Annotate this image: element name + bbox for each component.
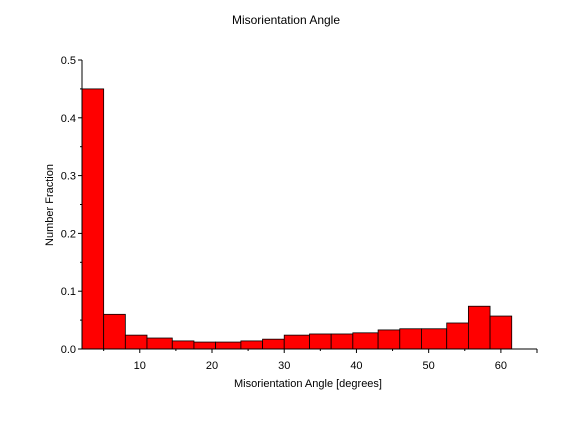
x-tick-label: 50 [423, 360, 435, 372]
x-tick-label: 30 [278, 360, 290, 372]
x-tick-label: 20 [206, 360, 218, 372]
histogram-bar-11 [330, 333, 354, 350]
x-tick-label: 60 [495, 360, 507, 372]
y-axis-label: Number Fraction [44, 164, 56, 246]
histogram-bar-5 [193, 341, 217, 350]
y-tick-label: 0.1 [61, 286, 76, 298]
x-axis-label: Misorientation Angle [degrees] [234, 378, 382, 390]
histogram-bar-8 [262, 338, 285, 350]
y-tick-label: 0.4 [61, 113, 76, 125]
histogram-bar-17 [467, 305, 491, 350]
histogram-bar-14 [399, 328, 422, 350]
histogram-bar-2 [124, 334, 148, 350]
x-tick-label: 40 [350, 360, 362, 372]
histogram-bar-6 [215, 341, 242, 350]
x-tick-label: 10 [134, 360, 146, 372]
bars-group [81, 88, 513, 350]
histogram-bar-15 [421, 328, 448, 350]
histogram-bar-12 [352, 332, 379, 350]
y-tick-label: 0.0 [61, 344, 76, 356]
histogram-bar-18 [489, 315, 513, 350]
axes-group: 0.0 0.1 0.2 0.3 0.4 0.5 10 20 30 40 50 60 [61, 55, 538, 372]
histogram-bar-9 [283, 334, 310, 350]
histogram-bar-13 [377, 329, 401, 350]
histogram-bar-0 [81, 88, 105, 350]
histogram-bar-10 [309, 333, 332, 350]
y-tick-label: 0.3 [61, 171, 76, 183]
histogram-bar-4 [171, 340, 195, 350]
histogram-bar-3 [146, 337, 173, 350]
y-tick-label: 0.2 [61, 228, 76, 240]
histogram-bar-1 [103, 313, 126, 350]
histogram-bar-7 [240, 340, 263, 350]
histogram-bar-16 [446, 322, 469, 350]
chart-title: Misorientation Angle [232, 13, 340, 27]
y-tick-label: 0.5 [61, 55, 76, 67]
